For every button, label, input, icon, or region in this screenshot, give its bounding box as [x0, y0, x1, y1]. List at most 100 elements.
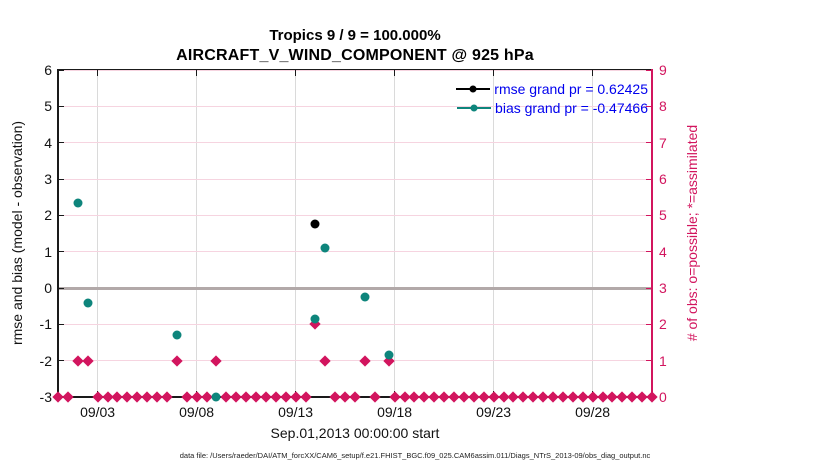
y-gridline [58, 214, 652, 216]
x-tick-label: 09/03 [80, 404, 116, 420]
y-tick-label-right: 4 [659, 243, 667, 260]
x-tick-label: 09/23 [476, 404, 512, 420]
data-file-path: data file: /Users/raeder/DAI/ATM_forcXX/… [179, 451, 651, 460]
bias-point [360, 292, 370, 302]
y-gridline [58, 142, 652, 144]
y-tick-left [58, 178, 64, 180]
y-tick-label-left: 1 [44, 243, 52, 260]
x-tick-label: 09/28 [575, 404, 611, 420]
legend-item-bias: bias grand pr = -0.47466 [430, 98, 648, 117]
obs-count-zero-point [646, 391, 658, 403]
y-tick-right [646, 360, 652, 362]
left-axis-label: rmse and bias (model - observation) [9, 120, 25, 346]
y-tick-right [646, 287, 652, 289]
x-tick-top [493, 70, 495, 76]
y-tick-left [58, 323, 64, 325]
y-tick-label-right: 2 [659, 316, 667, 333]
obs-count-point [319, 354, 331, 367]
x-tick-top [592, 70, 594, 76]
obs-count-zero-point [369, 391, 381, 403]
x-gridline [394, 70, 396, 397]
x-tick-top [394, 70, 396, 76]
y-gridline [58, 69, 652, 71]
y-tick-left [58, 360, 64, 362]
x-tick-label: 09/13 [278, 404, 314, 420]
axis-left [57, 69, 59, 399]
obs-count-zero-point [349, 391, 361, 403]
y-tick-right [646, 105, 652, 107]
y-tick-label-right: 3 [659, 280, 667, 296]
obs-count-point [171, 354, 183, 367]
legend-item-rmse: rmse grand pr = 0.62425 [430, 79, 648, 98]
y-tick-label-left: 4 [44, 134, 52, 151]
y-tick-label-left: 6 [44, 62, 52, 78]
obs-count-zero-point [62, 391, 74, 403]
right-axis-label: # of obs: o=possible; *=assimilated [684, 124, 700, 342]
y-tick-right [646, 69, 652, 71]
legend-label-rmse: rmse grand pr = 0.62425 [494, 80, 648, 97]
x-tick-label: 09/18 [377, 404, 413, 420]
bias-point [211, 392, 221, 402]
y-tick-left [58, 105, 64, 107]
y-tick-left [58, 287, 64, 289]
axis-top [57, 69, 653, 70]
x-tick-label: 09/08 [179, 404, 215, 420]
rmse-dot-icon [469, 85, 477, 92]
y-tick-label-right: 6 [659, 171, 667, 187]
obs-count-zero-point [200, 391, 213, 403]
y-tick-left [58, 69, 64, 71]
rmse-point [310, 219, 320, 229]
axis-right [651, 69, 653, 399]
y-tick-label-left: 2 [44, 207, 52, 224]
rmse-line-marker-icon [456, 85, 491, 92]
x-gridline [592, 70, 594, 397]
obs-count-point [82, 354, 94, 367]
y-tick-left [58, 251, 64, 253]
bias-point [83, 298, 93, 308]
y-gridline [58, 105, 652, 107]
y-tick-label-left: 3 [44, 171, 52, 187]
bias-dot-icon [470, 104, 478, 111]
x-tick-top [97, 70, 99, 76]
y-tick-right [646, 251, 652, 253]
obs-count-zero-point [299, 391, 312, 403]
x-axis-label: Sep.01,2013 00:00:00 start [270, 425, 440, 441]
bias-point [73, 198, 83, 208]
figure-title: Tropics 9 / 9 = 100.000% [269, 27, 441, 44]
x-tick-top [295, 70, 297, 76]
y-tick-right [646, 142, 652, 144]
legend-label-bias: bias grand pr = -0.47466 [495, 99, 648, 116]
y-tick-right [646, 323, 652, 325]
y-tick-label-left: 0 [44, 280, 52, 296]
y-tick-label-right: 8 [659, 98, 667, 115]
y-gridline [58, 323, 652, 325]
x-tick-top [196, 70, 198, 76]
obs-count-zero-point [161, 391, 173, 403]
y-tick-right [646, 214, 652, 216]
legend: rmse grand pr = 0.62425 bias grand pr = … [430, 79, 648, 117]
bias-point [320, 243, 330, 253]
figure-subtitle: AIRCRAFT_V_WIND_COMPONENT @ 925 hPa [176, 47, 534, 64]
x-gridline [295, 70, 297, 397]
y-tick-label-left: -2 [39, 352, 52, 369]
y-tick-label-right: 5 [659, 207, 667, 224]
zero-line [58, 286, 652, 290]
y-tick-label-right: 9 [659, 62, 667, 78]
y-gridline [58, 360, 652, 362]
y-tick-label-left: -1 [39, 316, 52, 333]
y-tick-right [646, 178, 652, 180]
x-gridline [97, 70, 99, 397]
y-tick-label-right: 7 [659, 134, 667, 151]
obs-count-point [210, 354, 223, 367]
y-tick-label-left: 5 [44, 98, 52, 115]
bias-point [384, 350, 394, 360]
y-gridline [58, 251, 652, 253]
y-tick-left [58, 214, 64, 216]
bias-point [310, 314, 320, 324]
y-tick-label-right: 0 [659, 389, 667, 405]
obs-count-point [359, 354, 371, 367]
plot-area: 09/03 09/08 09/13 09/18 09/23 09/28 -3 -2 -1 0 1 2 3… [40, 62, 667, 420]
bias-line-marker-icon [457, 104, 492, 111]
y-tick-label-right: 1 [659, 352, 667, 369]
